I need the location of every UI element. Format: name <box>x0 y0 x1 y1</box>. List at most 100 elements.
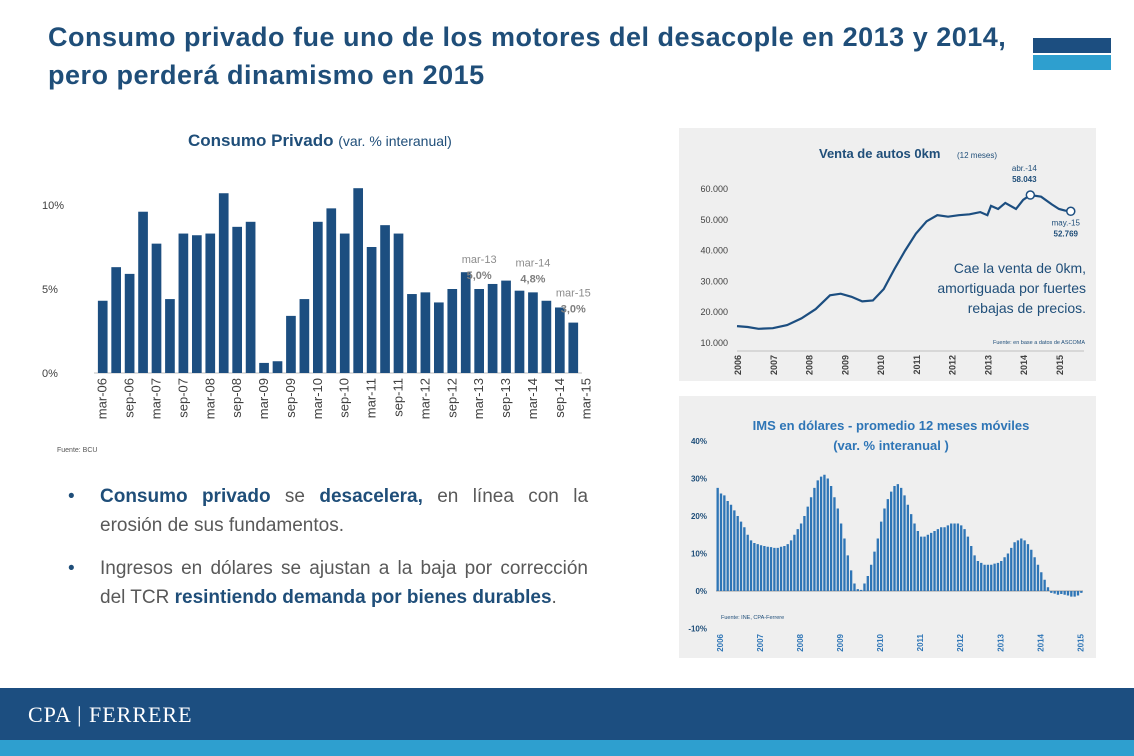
bar <box>823 474 826 591</box>
y-tick-label: 40.000 <box>700 246 728 256</box>
bar <box>869 564 873 591</box>
bar <box>312 221 323 373</box>
bullet-dot-icon: • <box>68 558 75 579</box>
x-tick-label: 2012 <box>956 633 965 651</box>
y-tick-label: 10.000 <box>700 338 728 348</box>
bullet-text: Consumo privado se desacelera, en línea … <box>100 486 588 536</box>
corner-decoration-navy <box>1033 38 1111 53</box>
bar <box>886 499 889 591</box>
x-tick-label: 2014 <box>1036 633 1045 651</box>
annotation-date: abr.-14 <box>1012 164 1037 173</box>
bar <box>272 361 283 373</box>
bar <box>926 534 930 591</box>
bar <box>165 299 175 373</box>
x-tick-label: sep-08 <box>229 378 244 418</box>
bullet-text: Ingresos en dólares se ajustan a la baja… <box>100 558 588 608</box>
slide-title: Consumo privado fue uno de los motores d… <box>48 22 1007 90</box>
bar <box>759 545 763 591</box>
chart-consumo-title: Consumo Privado (var. % interanual) <box>188 131 452 151</box>
x-tick-label: mar-11 <box>364 378 379 418</box>
bar <box>97 300 108 373</box>
footer-accent-strip <box>0 740 1134 756</box>
bar <box>819 476 823 591</box>
bullet-highlight: resintiendo demanda por bienes durables <box>174 587 552 608</box>
bullet-highlight: Consumo privado <box>100 486 271 507</box>
x-tick-label: 2015 <box>1055 355 1065 375</box>
bar <box>723 495 726 591</box>
x-tick-label: 2008 <box>796 633 805 651</box>
x-tick-label: mar-15 <box>579 378 594 419</box>
y-tick-label: 20.000 <box>700 307 728 317</box>
bar <box>501 280 511 373</box>
chart-autos-subtitle: (12 meses) <box>957 151 997 160</box>
bar <box>779 546 783 591</box>
bar <box>407 294 417 373</box>
bar <box>554 307 565 373</box>
bar <box>1000 561 1003 591</box>
bar <box>793 534 796 591</box>
bar <box>1023 540 1026 591</box>
bar <box>833 497 836 591</box>
bar <box>528 292 538 373</box>
bar <box>980 562 983 591</box>
bar <box>923 536 926 591</box>
bar <box>826 478 829 591</box>
bar <box>859 589 863 591</box>
bar <box>716 487 719 591</box>
x-tick-label: sep-12 <box>444 378 459 418</box>
bar <box>1070 591 1073 597</box>
bar <box>856 589 859 591</box>
bullet-item: • Ingresos en dólares se ajustan a la baj… <box>68 554 588 612</box>
bullet-plain: . <box>551 587 557 608</box>
annotation-date: mar-13 <box>462 254 497 266</box>
bar <box>232 226 243 373</box>
x-tick-label: mar-06 <box>95 378 110 419</box>
bar <box>849 570 853 591</box>
x-tick-label: 2009 <box>836 633 845 651</box>
chart-autos-panel <box>679 128 1096 381</box>
bar <box>953 523 956 591</box>
x-tick-label: 2009 <box>840 355 850 375</box>
bar <box>1033 557 1036 591</box>
company-logo: CPA | FERRERE <box>28 702 193 727</box>
corner-decoration-blue <box>1033 55 1111 70</box>
annotation-date: may.-15 <box>1052 218 1081 227</box>
bar <box>786 544 789 591</box>
bar <box>966 536 970 591</box>
bar <box>433 302 444 373</box>
bar <box>836 508 839 591</box>
y-tick-label: 30.000 <box>700 276 728 286</box>
bar <box>1003 557 1006 591</box>
bar <box>906 504 910 591</box>
bar <box>973 555 976 591</box>
annotation-value: 52.769 <box>1054 229 1079 238</box>
bar <box>124 273 135 373</box>
annotation-value: 4,8% <box>520 273 545 285</box>
bullet-highlight: desacelera, <box>319 486 423 507</box>
bar <box>1020 538 1023 591</box>
bar <box>191 235 202 373</box>
x-tick-label: mar-12 <box>417 378 432 419</box>
bullet-item: • Consumo privado se desacelera, en línea… <box>68 482 588 540</box>
bar <box>776 547 779 591</box>
chart-ims-dolares: IMS en dólares - promedio 12 meses móvil… <box>688 418 1085 652</box>
bar <box>916 531 920 591</box>
x-tick-label: 2007 <box>769 355 779 375</box>
bar <box>913 523 916 591</box>
x-tick-label: 2011 <box>912 355 922 375</box>
bar <box>474 289 485 373</box>
bar <box>846 555 849 591</box>
bar <box>933 531 936 591</box>
chart-consumo-source: Fuente: BCU <box>57 447 98 454</box>
bar <box>753 543 756 591</box>
bar <box>743 527 746 591</box>
bar <box>568 322 579 373</box>
annotation-date: mar-14 <box>516 257 551 269</box>
bar <box>900 487 903 591</box>
bullet-list: • Consumo privado se desacelera, en línea… <box>68 482 588 626</box>
chart-autos-note: Cae la venta de 0km, amortiguada por fue… <box>937 260 1086 316</box>
bar <box>853 583 856 591</box>
y-tick-label: 50.000 <box>700 215 728 225</box>
bar <box>353 188 364 373</box>
bar <box>151 243 162 373</box>
